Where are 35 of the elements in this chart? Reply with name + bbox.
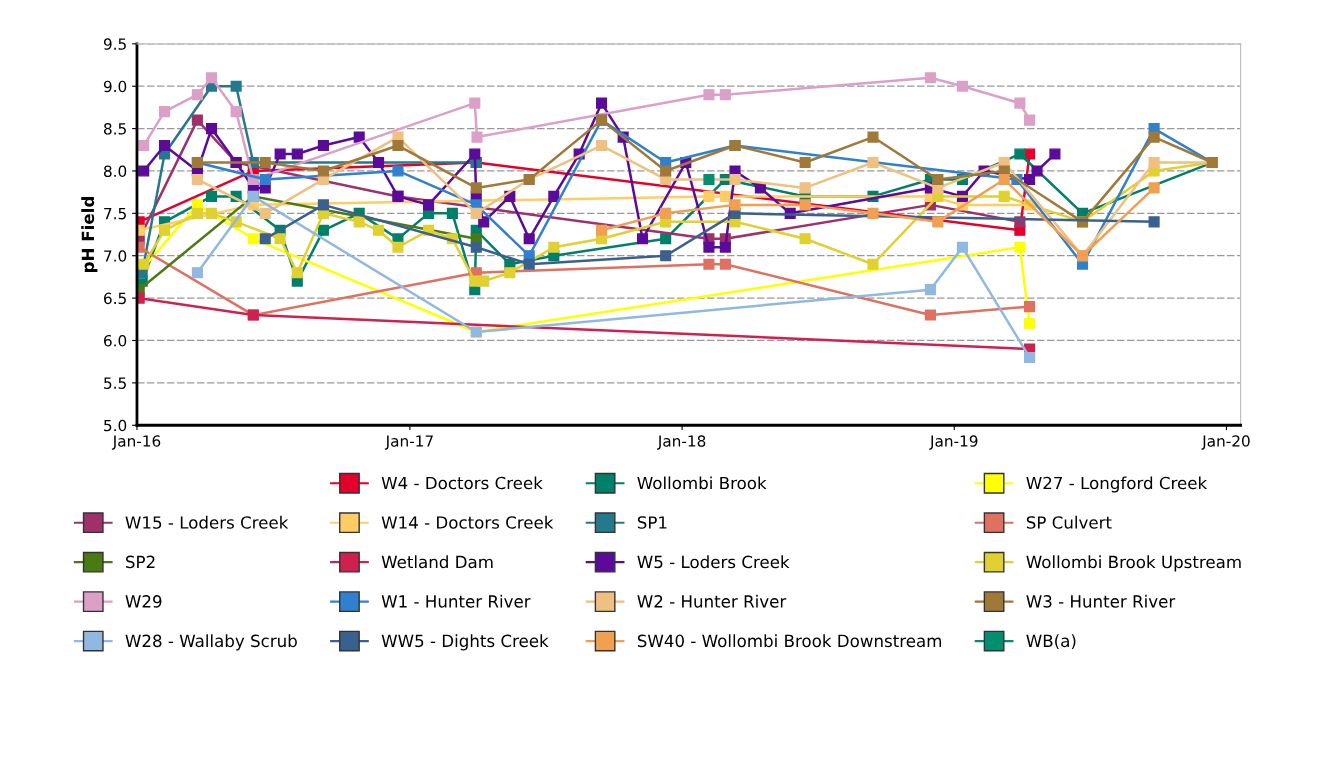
legend-label: W14 - Doctors Creek [381,515,554,529]
legend-label: W29 [125,595,162,608]
y-tick-label: 5.5 [104,377,126,389]
y-tick-label: 5.0 [104,419,127,432]
x-tick-label: Jan-16 [111,435,161,450]
legend-label: Wetland Dam [381,555,493,569]
y-tick-label: 6.0 [104,334,127,347]
legend-label: Wollombi Brook Upstream [1026,555,1241,572]
x-tick-label: Jan-17 [384,435,433,450]
x-tick-label: Jan-20 [1201,435,1250,450]
legend-label: W15 - Loders Creek [125,515,289,529]
legend-label: W3 - Hunter River [1026,594,1176,608]
legend-label: SP Culvert [1026,515,1112,529]
legend-label: W2 - Hunter River [637,594,787,608]
legend-label: W1 - Hunter River [381,594,531,608]
legend-label: SP2 [126,555,155,569]
legend-label: WB(a) [1026,634,1076,650]
legend-label: Wollombi Brook [637,476,767,490]
legend-label: W4 - Doctors Creek [381,476,543,490]
y-tick-label: 7.0 [104,250,127,262]
y-tick-label: 9.5 [103,38,126,50]
legend-label: W27 - Longford Creek [1026,476,1208,493]
y-tick-label: 9.0 [103,80,127,93]
y-tick-label: 6.5 [104,292,126,305]
legend-label: WW5 - Dights Creek [381,634,549,651]
y-tick-label: 8.5 [103,123,126,135]
legend-label: W28 - Wallaby Scrub [125,634,297,651]
y-tick-label: 7.5 [104,208,126,220]
x-tick-label: Jan-19 [929,435,978,450]
y-tick-label: 8.0 [103,165,127,177]
legend-label: W5 - Loders Creek [637,555,790,569]
x-tick-label: Jan-18 [657,435,706,450]
legend-label: SP1 [637,516,667,529]
y-axis-title: pH Field [81,197,98,273]
legend-label: SW40 - Wollombi Brook Downstream [637,634,942,648]
